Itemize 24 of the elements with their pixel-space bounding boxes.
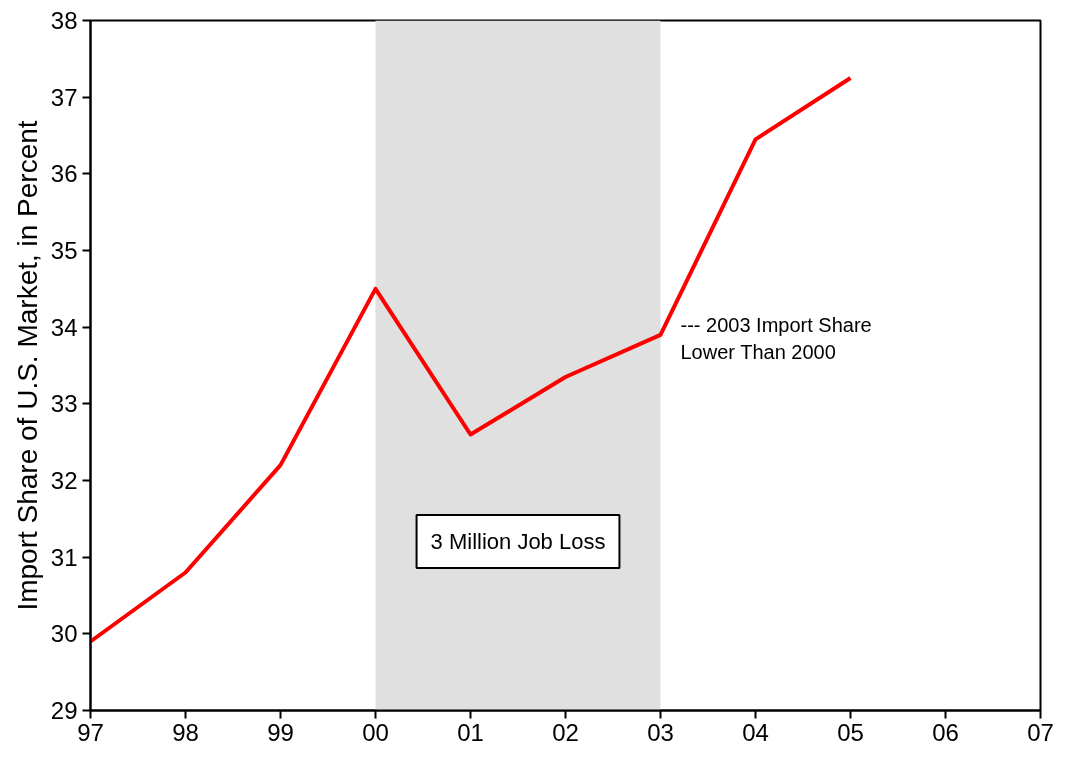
y-tick-label: 30: [50, 620, 78, 648]
x-tick-label: 03: [647, 718, 674, 746]
x-tick-label: 04: [742, 718, 769, 746]
annotation: --- 2003 Import Share Lower Than 2000: [680, 314, 872, 363]
x-tick-label: 99: [267, 718, 294, 746]
y-tick-label: 35: [50, 237, 78, 264]
y-axis-title: Import Share of U.S. Market, in Percent: [11, 120, 43, 611]
x-tick-label: 98: [172, 718, 199, 746]
y-tick-label: 32: [50, 467, 78, 494]
x-tick-label: 97: [77, 718, 104, 746]
band-label: 3 Million Job Loss: [430, 528, 606, 554]
x-tick-label: 06: [932, 718, 959, 746]
y-tick-label: 37: [50, 83, 78, 111]
x-tick-label: 02: [552, 718, 579, 746]
y-tick-label: 33: [50, 390, 78, 418]
x-tick-label: 07: [1027, 718, 1054, 746]
y-tick-label: 38: [50, 7, 78, 34]
x-tick-label: 01: [457, 718, 484, 746]
x-tick-label: 00: [362, 718, 389, 746]
x-tick-label: 05: [837, 718, 864, 746]
y-tick-label: 29: [50, 697, 78, 724]
y-tick-label: 31: [50, 543, 78, 571]
y-tick-label: 34: [50, 313, 78, 341]
y-tick-label: 36: [50, 160, 78, 188]
